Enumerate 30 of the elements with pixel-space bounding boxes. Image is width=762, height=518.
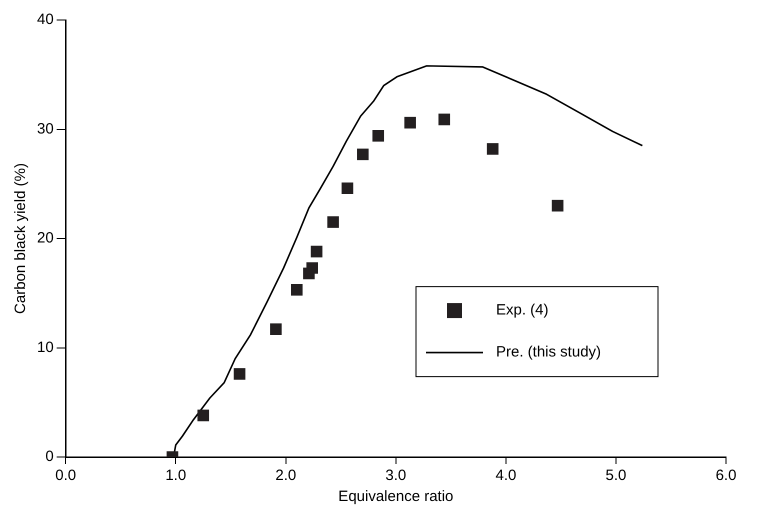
point bbox=[270, 323, 282, 335]
y-tick-label: 20 bbox=[36, 230, 54, 247]
point bbox=[438, 114, 450, 126]
point bbox=[357, 148, 369, 160]
x-tick-label: 1.0 bbox=[165, 467, 186, 484]
y-tick-label: 30 bbox=[36, 120, 54, 138]
x-tick-label: 4.0 bbox=[495, 467, 516, 484]
y-tick-label: 0 bbox=[45, 448, 54, 466]
point bbox=[404, 116, 416, 128]
x-axis-title: Equivalence ratio bbox=[338, 488, 454, 506]
point bbox=[372, 130, 384, 142]
point bbox=[327, 216, 339, 228]
x-tick-label: 0.0 bbox=[55, 467, 76, 484]
y-tick-label: 40 bbox=[36, 11, 54, 28]
point bbox=[290, 284, 303, 296]
legend-label: Pre. (this study) bbox=[496, 344, 602, 361]
x-tick-label: 5.0 bbox=[606, 467, 626, 484]
point bbox=[197, 410, 210, 422]
point bbox=[486, 143, 498, 155]
point bbox=[234, 368, 246, 380]
point bbox=[306, 262, 318, 274]
point bbox=[552, 200, 564, 212]
point bbox=[342, 182, 354, 194]
x-tick-label: 6.0 bbox=[716, 467, 736, 484]
y-tick-label: 10 bbox=[36, 338, 54, 356]
legend-label: Exp. (4) bbox=[496, 302, 549, 319]
point bbox=[310, 246, 322, 258]
x-tick-label: 3.0 bbox=[385, 467, 406, 484]
y-axis-title: Carbon black yield (%) bbox=[12, 163, 30, 314]
x-tick-label: 2.0 bbox=[275, 467, 296, 484]
